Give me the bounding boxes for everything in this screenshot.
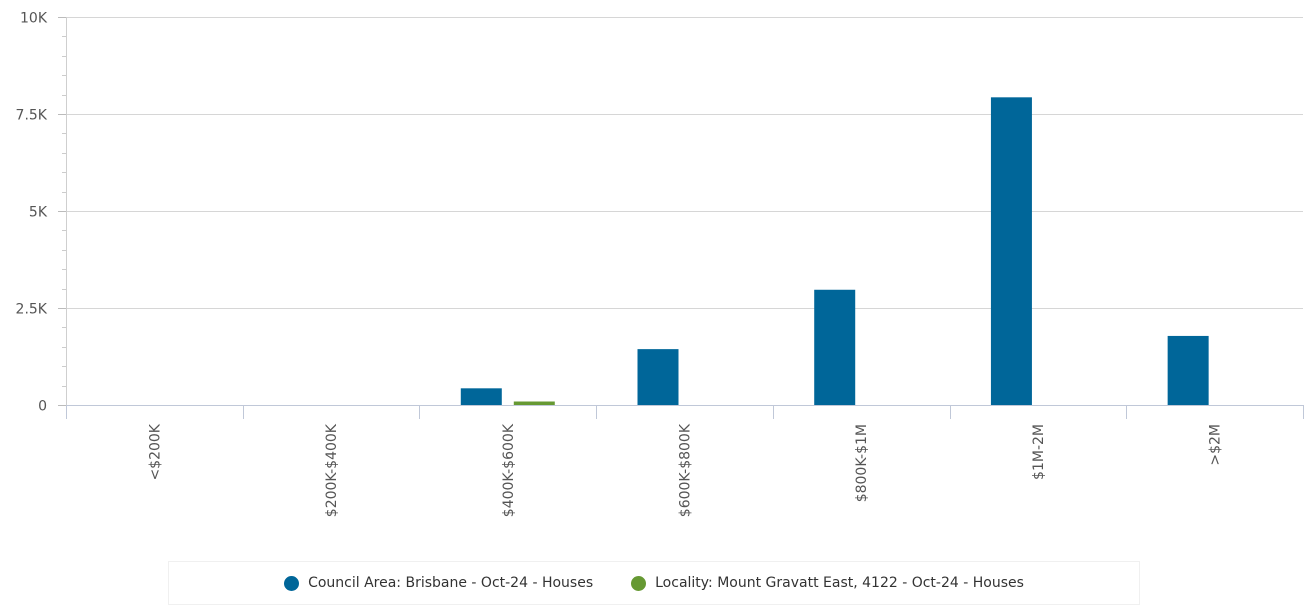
bar-series-1-4 <box>814 289 856 405</box>
bar-series-2-2 <box>513 401 555 405</box>
legend-marker-series-1 <box>284 575 300 591</box>
legend-item-series-1[interactable]: Council Area: Brisbane - Oct-24 - Houses <box>284 575 593 591</box>
bar-series-1-3 <box>637 349 679 405</box>
legend-label-series-1: Council Area: Brisbane - Oct-24 - Houses <box>308 575 594 591</box>
bar-series-1-6 <box>1167 335 1209 405</box>
y-tick-label: 7.5K <box>16 108 48 124</box>
bar-series-1-2 <box>460 388 502 405</box>
y-tick-label: 10K <box>20 11 48 27</box>
x-tick-label: $600K-$800K <box>678 423 694 517</box>
x-tick-label: <$200K <box>147 423 163 480</box>
y-tick-label: 2.5K <box>16 302 48 318</box>
legend: Council Area: Brisbane - Oct-24 - Houses… <box>168 561 1140 605</box>
y-tick-label: 5K <box>29 205 48 221</box>
y-tick-label: 0 <box>38 399 47 415</box>
x-tick-label: $800K-$1M <box>854 424 870 502</box>
x-tick-label: $200K-$400K <box>324 423 340 517</box>
legend-label-series-2: Locality: Mount Gravatt East, 4122 - Oct… <box>655 575 1024 591</box>
legend-item-series-2[interactable]: Locality: Mount Gravatt East, 4122 - Oct… <box>631 575 1024 591</box>
x-tick-label: >$2M <box>1208 424 1224 466</box>
x-tick-label: $400K-$600K <box>501 423 517 517</box>
bar-series-1-5 <box>990 97 1032 405</box>
legend-marker-series-2 <box>631 575 647 591</box>
x-tick-label: $1M-2M <box>1031 424 1047 480</box>
